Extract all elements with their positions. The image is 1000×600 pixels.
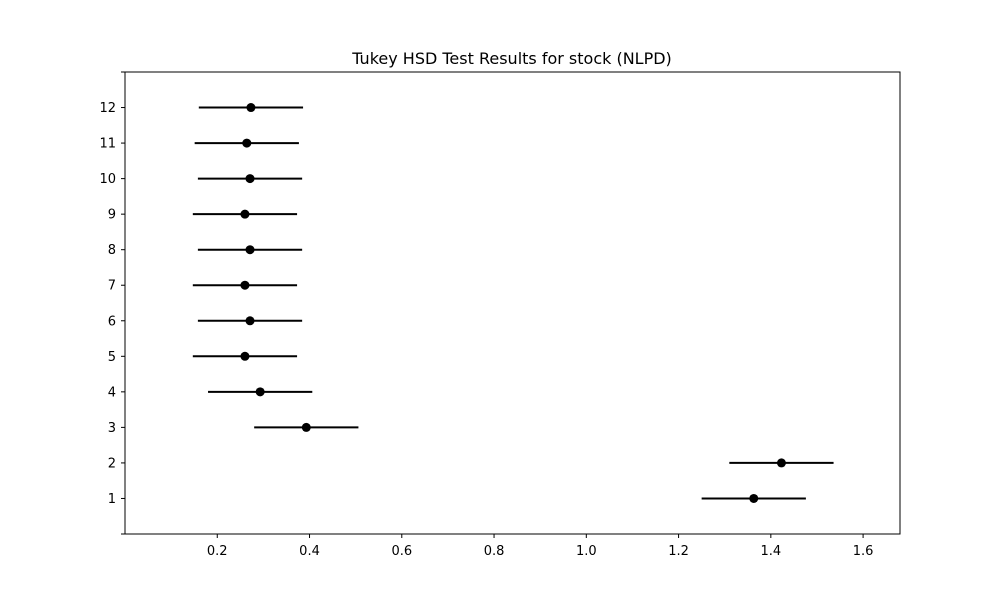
chart-title: Tukey HSD Test Results for stock (NLPD) xyxy=(351,49,672,68)
x-tick-label: 0.2 xyxy=(207,544,228,559)
y-tick-label: 8 xyxy=(108,243,116,258)
mean-point-10 xyxy=(245,174,255,184)
mean-point-5 xyxy=(240,351,250,361)
y-tick-label: 7 xyxy=(108,279,116,294)
mean-point-3 xyxy=(301,422,311,432)
mean-point-2 xyxy=(776,458,786,468)
x-tick-label: 1.2 xyxy=(668,544,689,559)
y-tick-label: 1 xyxy=(108,492,116,507)
mean-point-4 xyxy=(255,387,265,397)
y-tick-label: 2 xyxy=(108,456,116,471)
x-tick-label: 1.0 xyxy=(576,544,597,559)
mean-point-11 xyxy=(242,138,252,148)
x-axis: 0.2 0.4 0.6 0.8 1.0 1.2 1.4 1.6 xyxy=(207,534,874,559)
y-tick-label: 4 xyxy=(108,385,116,400)
y-tick-label: 12 xyxy=(99,101,116,116)
plot-frame xyxy=(124,71,901,535)
y-tick-label: 9 xyxy=(108,208,116,223)
x-tick-label: 0.8 xyxy=(484,544,505,559)
mean-point-12 xyxy=(246,103,256,113)
y-tick-label: 3 xyxy=(108,421,116,436)
y-tick-label: 11 xyxy=(99,137,116,152)
y-tick-label: 6 xyxy=(108,314,116,329)
y-tick-label: 10 xyxy=(99,172,116,187)
x-tick-label: 1.6 xyxy=(853,544,874,559)
y-tick-label: 5 xyxy=(108,350,116,365)
plot-marks xyxy=(192,103,834,503)
mean-point-6 xyxy=(245,316,255,326)
x-tick-label: 0.4 xyxy=(299,544,320,559)
mean-point-1 xyxy=(749,493,759,503)
x-tick-label: 0.6 xyxy=(391,544,412,559)
mean-point-7 xyxy=(240,280,250,290)
mean-point-8 xyxy=(245,245,255,255)
x-tick-label: 1.4 xyxy=(760,544,781,559)
mean-point-9 xyxy=(240,209,250,219)
